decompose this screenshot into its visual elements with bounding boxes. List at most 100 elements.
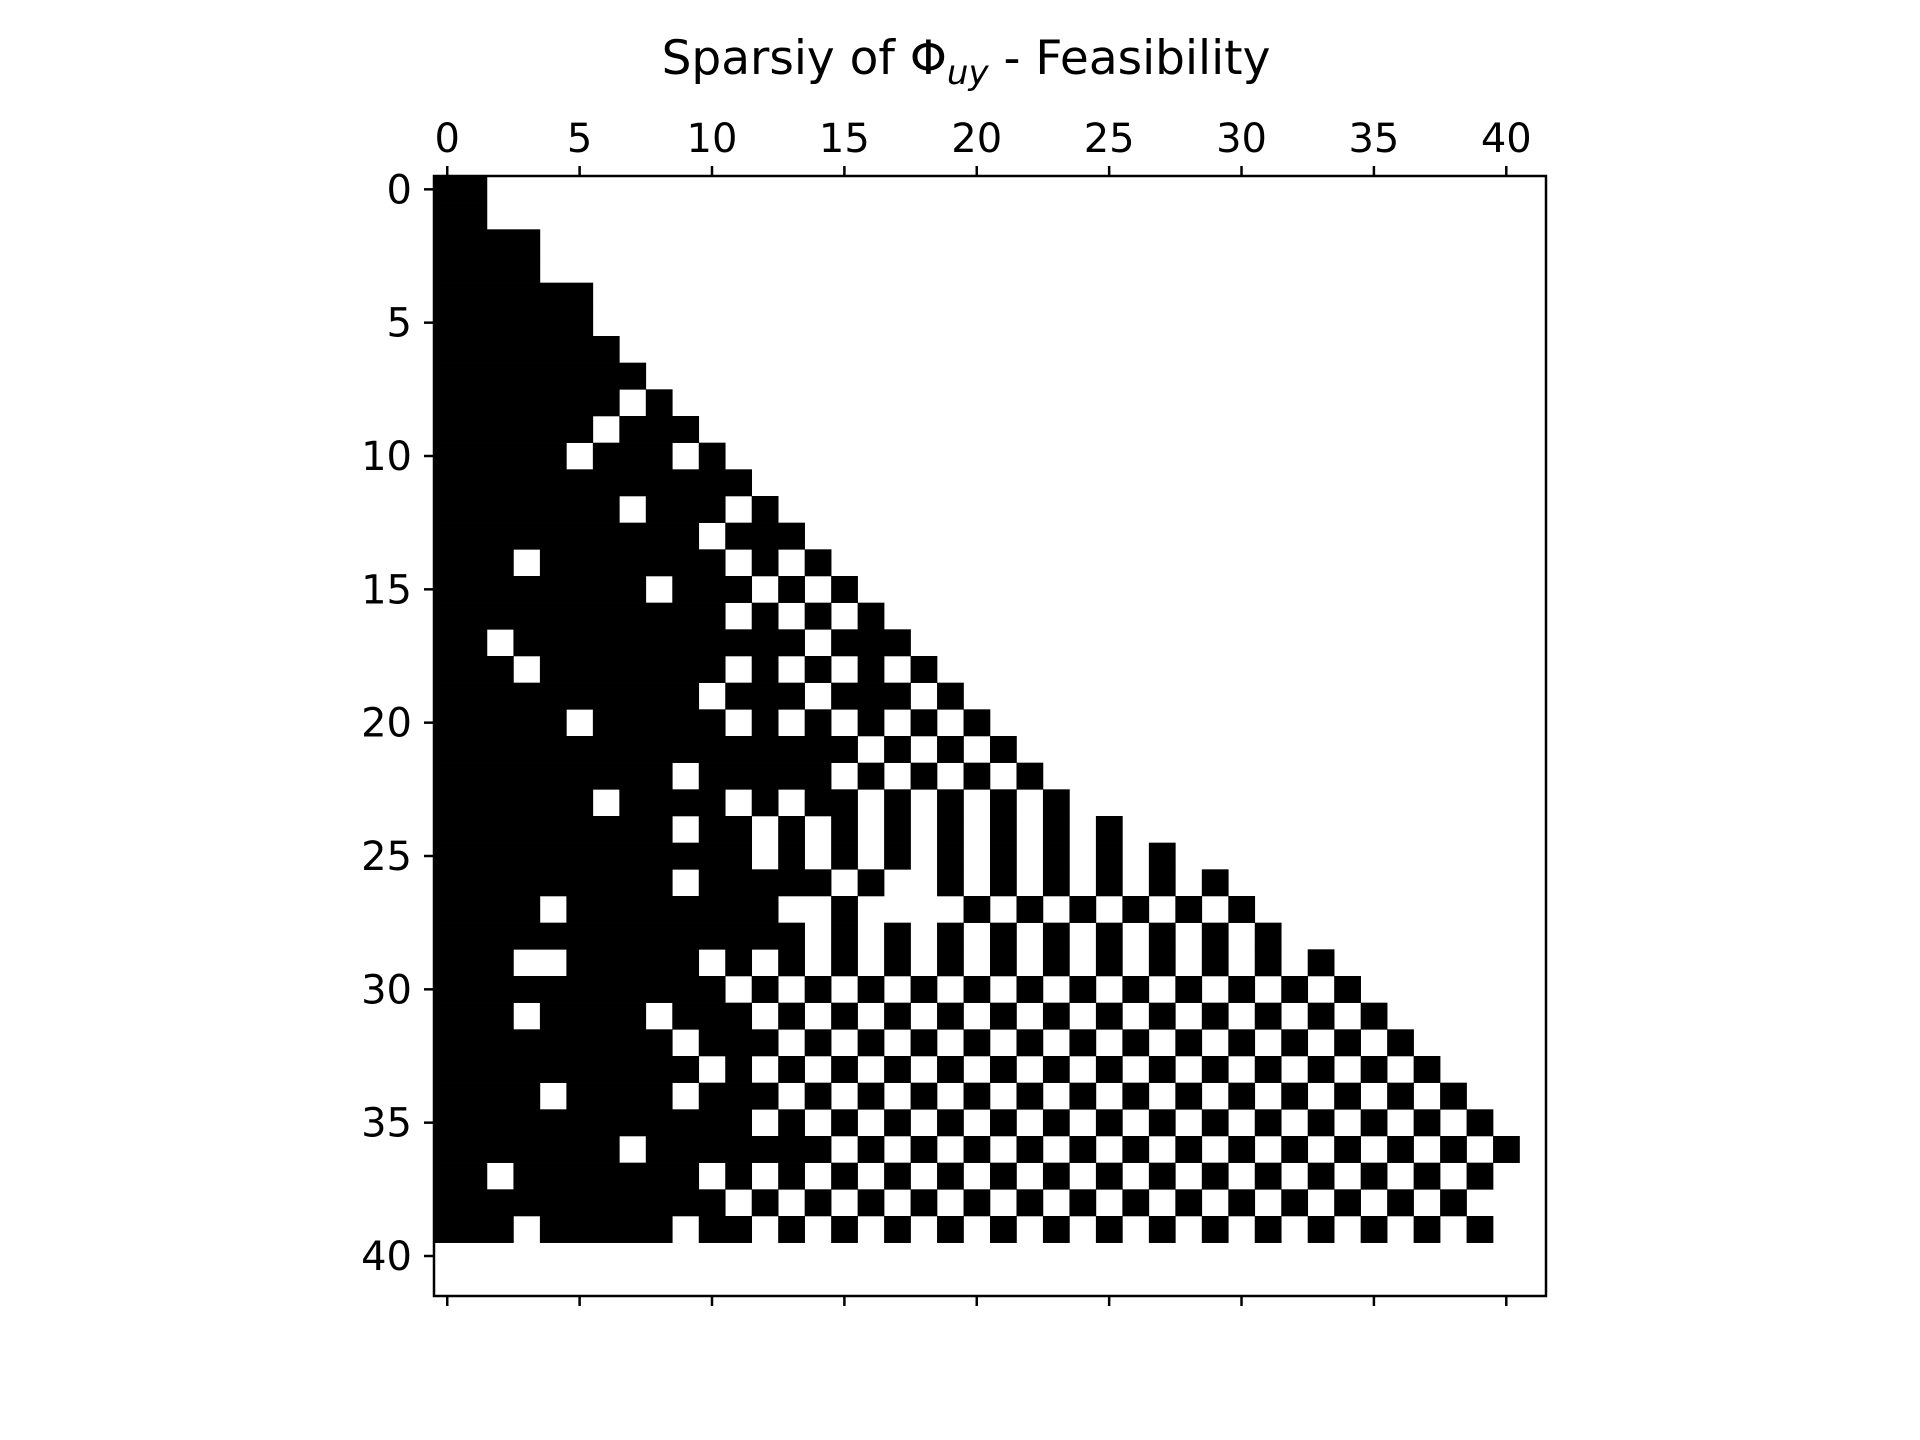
matrix-cell bbox=[434, 442, 567, 470]
matrix-cell bbox=[778, 816, 805, 843]
matrix-cell bbox=[990, 869, 1017, 897]
matrix-cell bbox=[1042, 1002, 1070, 1030]
matrix-cell bbox=[1334, 1136, 1361, 1163]
y-tick-label: 0 bbox=[387, 167, 412, 213]
matrix-cell bbox=[1334, 1082, 1361, 1110]
matrix-cell bbox=[1307, 1056, 1335, 1083]
matrix-cell bbox=[910, 656, 938, 683]
matrix-cell bbox=[434, 762, 673, 790]
matrix-cell bbox=[1016, 1189, 1044, 1217]
matrix-cell bbox=[1095, 922, 1123, 950]
matrix-cell bbox=[804, 549, 832, 577]
matrix-cell bbox=[1201, 1162, 1229, 1190]
matrix-cell bbox=[1228, 1136, 1256, 1163]
matrix-cell bbox=[884, 789, 911, 817]
matrix-cell bbox=[963, 762, 991, 790]
matrix-cell bbox=[1069, 1029, 1097, 1057]
matrix-cell bbox=[1069, 1082, 1097, 1110]
matrix-cell bbox=[1281, 1029, 1309, 1057]
matrix-cell bbox=[910, 1082, 938, 1110]
y-tick-label: 15 bbox=[361, 567, 412, 613]
matrix-cell bbox=[434, 976, 726, 1003]
matrix-cell bbox=[1148, 1002, 1176, 1030]
matrix-cell bbox=[963, 976, 991, 1003]
matrix-cell bbox=[804, 656, 832, 683]
matrix-cell bbox=[434, 1056, 700, 1083]
matrix-cell bbox=[1016, 1029, 1044, 1057]
matrix-cell bbox=[513, 1162, 700, 1190]
matrix-cell bbox=[1201, 1109, 1229, 1137]
matrix-cell bbox=[937, 1056, 964, 1083]
matrix-cell bbox=[1042, 1109, 1070, 1137]
matrix-cell bbox=[804, 1082, 832, 1110]
matrix-cell bbox=[910, 1029, 938, 1057]
matrix-cell bbox=[963, 896, 991, 923]
matrix-cell bbox=[937, 816, 964, 843]
matrix-cell bbox=[1122, 896, 1150, 923]
matrix-cell bbox=[1095, 1109, 1123, 1137]
matrix-cell bbox=[434, 309, 594, 337]
y-tick-label: 10 bbox=[361, 434, 412, 480]
matrix-cell bbox=[434, 522, 700, 550]
matrix-cell bbox=[1122, 1082, 1150, 1110]
matrix-cell bbox=[778, 576, 805, 603]
matrix-cell bbox=[1042, 1216, 1070, 1243]
matrix-cell bbox=[857, 1189, 885, 1217]
matrix-cell bbox=[434, 629, 488, 657]
matrix-cell bbox=[937, 736, 964, 763]
matrix-cell bbox=[1095, 1162, 1123, 1190]
y-tick-label: 40 bbox=[361, 1234, 412, 1280]
matrix-cell bbox=[434, 816, 673, 843]
matrix-cell bbox=[937, 949, 964, 977]
matrix-cell bbox=[672, 576, 753, 603]
matrix-cell bbox=[434, 256, 541, 283]
matrix-cell bbox=[990, 949, 1017, 977]
matrix-cell bbox=[1360, 1216, 1388, 1243]
matrix-cell bbox=[1175, 1189, 1203, 1217]
matrix-cell bbox=[1201, 1056, 1229, 1083]
matrix-cell bbox=[1334, 1189, 1361, 1217]
matrix-cell bbox=[1069, 976, 1097, 1003]
matrix-cell bbox=[1440, 1189, 1467, 1217]
matrix-cell bbox=[751, 976, 779, 1003]
y-tick-label: 35 bbox=[361, 1101, 412, 1147]
matrix-cell bbox=[937, 1216, 964, 1243]
matrix-cell bbox=[1095, 1002, 1123, 1030]
matrix-cell bbox=[1069, 896, 1097, 923]
matrix-cell bbox=[434, 602, 726, 630]
matrix-cell bbox=[1016, 976, 1044, 1003]
matrix-cell bbox=[884, 1056, 911, 1083]
matrix-cell bbox=[910, 1189, 938, 1217]
matrix-cell bbox=[1254, 922, 1282, 950]
matrix-cell bbox=[592, 709, 726, 737]
matrix-cell bbox=[910, 1136, 938, 1163]
matrix-cell bbox=[990, 1056, 1017, 1083]
matrix-cell bbox=[434, 682, 700, 710]
matrix-cell bbox=[778, 1056, 805, 1083]
matrix-cell bbox=[1307, 1162, 1335, 1190]
matrix-cell bbox=[963, 709, 991, 737]
matrix-cell bbox=[937, 1162, 964, 1190]
matrix-cell bbox=[434, 842, 753, 870]
matrix-cell bbox=[434, 1109, 753, 1137]
matrix-cell bbox=[434, 336, 620, 363]
matrix-cell bbox=[804, 1189, 832, 1217]
matrix-cell bbox=[1175, 896, 1203, 923]
matrix-cell bbox=[725, 522, 805, 550]
matrix-cell bbox=[857, 1136, 885, 1163]
matrix-cell bbox=[1254, 1056, 1282, 1083]
matrix-cell bbox=[831, 896, 858, 923]
matrix-cell bbox=[1016, 1082, 1044, 1110]
matrix-cell bbox=[937, 842, 964, 870]
matrix-cell bbox=[1148, 1056, 1176, 1083]
matrix-cell bbox=[804, 602, 832, 630]
matrix-cell bbox=[1228, 976, 1256, 1003]
x-tick-label: 10 bbox=[687, 116, 738, 162]
matrix-cell bbox=[539, 549, 726, 577]
matrix-cell bbox=[434, 202, 488, 230]
matrix-cell bbox=[1387, 1082, 1414, 1110]
matrix-cell bbox=[1254, 1162, 1282, 1190]
matrix-cell bbox=[963, 1189, 991, 1217]
matrix-cell bbox=[434, 176, 488, 203]
matrix-cell bbox=[990, 1162, 1017, 1190]
